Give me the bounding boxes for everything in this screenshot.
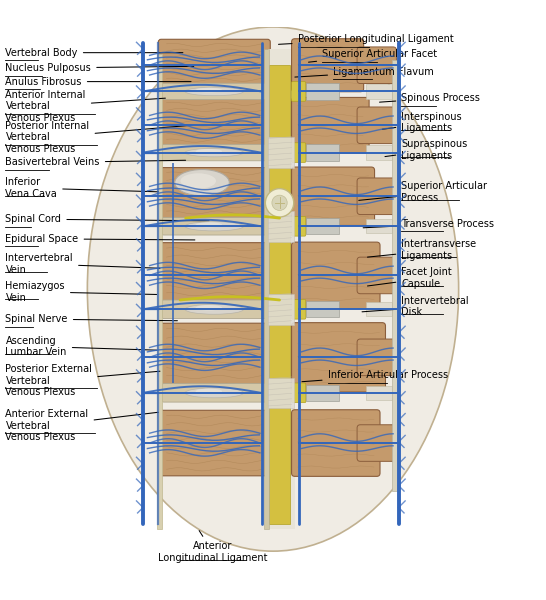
FancyBboxPatch shape	[357, 257, 396, 294]
Ellipse shape	[185, 148, 244, 157]
Ellipse shape	[195, 305, 222, 310]
Bar	[392, 60, 399, 491]
FancyBboxPatch shape	[158, 167, 270, 225]
Text: Posterior Internal
Vertebral
Venous Plexus: Posterior Internal Vertebral Venous Plex…	[5, 121, 188, 154]
Ellipse shape	[185, 304, 244, 314]
Bar	[268, 211, 294, 242]
Bar	[366, 219, 392, 233]
Ellipse shape	[195, 149, 222, 154]
Text: Facet Joint
Capsule: Facet Joint Capsule	[367, 268, 452, 289]
FancyBboxPatch shape	[162, 83, 266, 100]
Ellipse shape	[185, 221, 244, 231]
Bar	[269, 65, 290, 524]
FancyBboxPatch shape	[162, 300, 266, 319]
FancyBboxPatch shape	[292, 167, 375, 226]
Ellipse shape	[185, 388, 244, 398]
Text: Posterior External
Vertebral
Venous Plexus: Posterior External Vertebral Venous Plex…	[5, 364, 160, 397]
Text: Intertransverse
Ligaments: Intertransverse Ligaments	[367, 239, 477, 260]
Text: Anulus Fibrosus: Anulus Fibrosus	[5, 77, 191, 86]
Bar	[306, 83, 339, 100]
Circle shape	[272, 195, 287, 211]
Bar	[366, 85, 392, 98]
FancyBboxPatch shape	[292, 242, 380, 309]
Text: Intervertebral
Vein: Intervertebral Vein	[5, 253, 160, 275]
Text: Anterior Internal
Vertebral
Venous Plexus: Anterior Internal Vertebral Venous Plexu…	[5, 89, 165, 123]
Text: Epidural Space: Epidural Space	[5, 234, 195, 244]
Text: Inferior
Vena Cava: Inferior Vena Cava	[5, 177, 158, 199]
FancyBboxPatch shape	[357, 178, 396, 215]
Text: Hemiazygos
Vein: Hemiazygos Vein	[5, 281, 157, 302]
Ellipse shape	[195, 223, 222, 227]
Bar	[366, 386, 392, 400]
Text: Inferior Articular Process: Inferior Articular Process	[302, 370, 448, 382]
Ellipse shape	[175, 170, 229, 196]
Bar	[268, 137, 294, 168]
Text: Supraspinous
Ligaments: Supraspinous Ligaments	[385, 139, 467, 161]
Text: Intervertebral
Disk: Intervertebral Disk	[362, 296, 469, 317]
Text: Spinal Nerve: Spinal Nerve	[5, 314, 177, 324]
Bar	[366, 302, 392, 316]
Text: Nucleus Pulposus: Nucleus Pulposus	[5, 63, 194, 73]
Text: Vertebral Body: Vertebral Body	[5, 47, 183, 58]
Circle shape	[265, 188, 294, 217]
Ellipse shape	[87, 27, 459, 551]
Ellipse shape	[195, 389, 222, 394]
FancyBboxPatch shape	[292, 143, 306, 163]
FancyBboxPatch shape	[292, 383, 306, 403]
Text: Transverse Process: Transverse Process	[363, 218, 494, 229]
Bar	[264, 49, 269, 529]
Text: Spinal Cord: Spinal Cord	[5, 214, 209, 224]
FancyBboxPatch shape	[292, 323, 385, 392]
FancyBboxPatch shape	[292, 299, 306, 319]
Text: Basivertebral Veins: Basivertebral Veins	[5, 157, 186, 167]
Ellipse shape	[195, 88, 222, 92]
Text: Spinous Process: Spinous Process	[379, 93, 480, 103]
Ellipse shape	[185, 87, 244, 95]
FancyBboxPatch shape	[357, 425, 396, 461]
Text: Superior Articular
Process: Superior Articular Process	[359, 181, 488, 203]
Text: Superior Articular Facet: Superior Articular Facet	[308, 49, 437, 62]
Bar	[306, 218, 339, 235]
FancyBboxPatch shape	[162, 383, 266, 402]
Bar	[306, 145, 339, 161]
Bar	[268, 377, 294, 408]
Text: Interspinous
Ligaments: Interspinous Ligaments	[382, 112, 462, 133]
Text: Posterior Longitudinal Ligament: Posterior Longitudinal Ligament	[278, 34, 453, 44]
FancyBboxPatch shape	[158, 98, 270, 152]
Bar	[306, 385, 339, 401]
FancyBboxPatch shape	[292, 410, 380, 476]
Bar	[268, 294, 294, 325]
Bar	[157, 54, 162, 529]
FancyBboxPatch shape	[162, 218, 266, 235]
FancyBboxPatch shape	[357, 107, 396, 143]
Bar	[268, 49, 295, 529]
Bar	[366, 145, 392, 160]
FancyBboxPatch shape	[357, 339, 396, 376]
FancyBboxPatch shape	[357, 47, 396, 83]
Text: Anterior
Longitudinal Ligament: Anterior Longitudinal Ligament	[158, 530, 268, 563]
FancyBboxPatch shape	[158, 39, 270, 91]
FancyBboxPatch shape	[292, 39, 364, 92]
FancyBboxPatch shape	[158, 242, 270, 308]
FancyBboxPatch shape	[292, 82, 306, 101]
FancyBboxPatch shape	[162, 145, 266, 161]
Text: Ligamentum Flavum: Ligamentum Flavum	[295, 67, 434, 77]
Ellipse shape	[180, 173, 216, 188]
Text: Ascending
Lumbar Vein: Ascending Lumbar Vein	[5, 335, 157, 357]
FancyBboxPatch shape	[158, 323, 270, 391]
FancyBboxPatch shape	[292, 217, 306, 236]
FancyBboxPatch shape	[158, 410, 270, 476]
Text: Anterior External
Vertebral
Venous Plexus: Anterior External Vertebral Venous Plexu…	[5, 409, 158, 442]
Bar	[306, 301, 339, 317]
FancyBboxPatch shape	[292, 97, 369, 153]
